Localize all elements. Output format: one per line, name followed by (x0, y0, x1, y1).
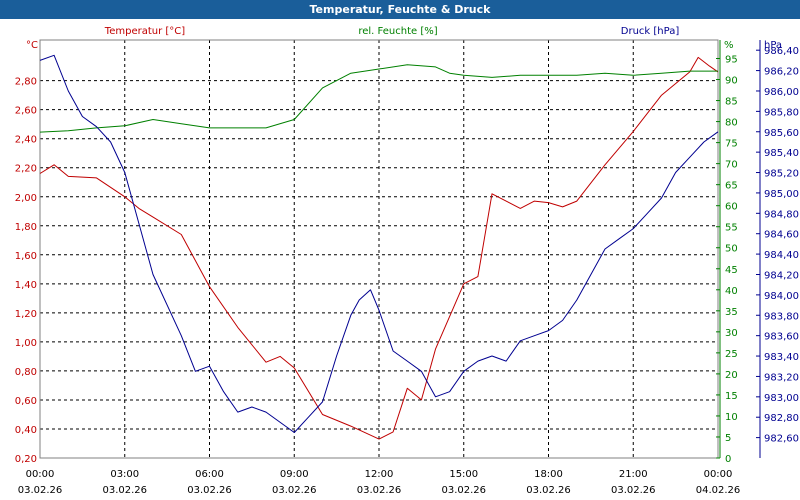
x-date-label: 03.02.26 (18, 485, 63, 496)
axes-group: 00:00 03.02.26 03:00 03.02.26 06:00 03.02.26 0… (15, 40, 799, 496)
pressure-tick-label: 984,20 (764, 270, 799, 281)
pressure-series-line (39, 54, 719, 433)
temperature-tick-label: 2,40 (15, 135, 37, 146)
humidity-tick-label: 0 (725, 454, 731, 465)
grid-lines (39, 40, 719, 459)
humidity-tick-label: 55 (725, 223, 738, 234)
pressure-tick-label: 985,80 (764, 107, 799, 118)
x-time-label: 12:00 (365, 469, 394, 480)
humidity-tick-label: 40 (725, 286, 738, 297)
pressure-tick-label: 985,00 (764, 189, 799, 200)
pressure-tick-label: 982,60 (764, 434, 799, 445)
humidity-tick-label: 65 (725, 181, 738, 192)
pressure-tick-label: 982,80 (764, 413, 799, 424)
temperature-axis-unit: °C (26, 40, 38, 51)
x-time-label: 00:00 (26, 469, 55, 480)
x-time-label: 03:00 (110, 469, 139, 480)
humidity-series-line (39, 64, 718, 133)
humidity-tick-label: 75 (725, 139, 738, 150)
temperature-tick-label: 0,40 (15, 425, 37, 436)
pressure-tick-label: 985,60 (764, 128, 799, 139)
pressure-tick-label: 983,20 (764, 372, 799, 383)
humidity-axis-unit: % (724, 40, 734, 51)
x-time-label: 06:00 (195, 469, 224, 480)
temperature-tick-label: 2,00 (15, 193, 37, 204)
temperature-tick-label: 0,20 (15, 454, 37, 465)
window-title: Temperatur, Feuchte & Druck (0, 0, 800, 19)
humidity-tick-label: 25 (725, 349, 738, 360)
temperature-tick-label: 1,60 (15, 251, 37, 262)
temperature-tick-label: 2,20 (15, 164, 37, 175)
temperature-tick-label: 0,80 (15, 367, 37, 378)
temperature-axis-title: Temperatur [°C] (104, 26, 185, 37)
humidity-tick-label: 5 (725, 433, 731, 444)
humidity-tick-label: 45 (725, 265, 738, 276)
pressure-tick-label: 983,00 (764, 393, 799, 404)
humidity-tick-label: 95 (725, 55, 738, 66)
humidity-tick-label: 10 (725, 412, 738, 423)
humidity-tick-label: 60 (725, 202, 738, 213)
humidity-axis-title: rel. Feuchte [%] (358, 26, 437, 37)
x-date-label: 03.02.26 (441, 485, 486, 496)
pressure-tick-label: 986,00 (764, 87, 799, 98)
pressure-tick-label: 985,20 (764, 169, 799, 180)
temperature-tick-label: 1,00 (15, 338, 37, 349)
humidity-tick-label: 35 (725, 307, 738, 318)
pressure-tick-label: 984,80 (764, 209, 799, 220)
x-time-label: 15:00 (449, 469, 478, 480)
temperature-tick-label: 1,80 (15, 222, 37, 233)
pressure-tick-label: 985,40 (764, 148, 799, 159)
pressure-axis-unit: hPa (764, 40, 782, 51)
pressure-tick-label: 986,40 (764, 46, 799, 57)
humidity-tick-label: 50 (725, 244, 738, 255)
pressure-tick-label: 983,40 (764, 352, 799, 363)
pressure-tick-label: 983,60 (764, 332, 799, 343)
humidity-tick-label: 30 (725, 328, 738, 339)
x-date-label: 03.02.26 (357, 485, 402, 496)
series-group (39, 54, 719, 440)
temperature-tick-label: 2,60 (15, 106, 37, 117)
x-date-label: 04.02.26 (696, 485, 741, 496)
plot-area-border (39, 39, 719, 459)
humidity-tick-label: 90 (725, 76, 738, 87)
temperature-tick-label: 1,40 (15, 280, 37, 291)
temperature-series-line (39, 56, 719, 440)
x-time-label: 21:00 (619, 469, 648, 480)
x-time-label: 18:00 (534, 469, 563, 480)
pressure-tick-label: 983,80 (764, 311, 799, 322)
humidity-tick-label: 80 (725, 118, 738, 129)
x-date-label: 03.02.26 (611, 485, 656, 496)
temperature-tick-label: 2,80 (15, 77, 37, 88)
temperature-tick-label: 0,60 (15, 396, 37, 407)
pressure-tick-label: 984,40 (764, 250, 799, 261)
humidity-tick-label: 85 (725, 97, 738, 108)
x-date-label: 03.02.26 (102, 485, 147, 496)
pressure-axis-title: Druck [hPa] (621, 26, 680, 37)
x-time-label: 09:00 (280, 469, 309, 480)
temperature-tick-label: 1,20 (15, 309, 37, 320)
humidity-tick-label: 15 (725, 391, 738, 402)
pressure-tick-label: 986,20 (764, 67, 799, 78)
chart: 00:00 03.02.26 03:00 03.02.26 06:00 03.02.26 0… (15, 26, 799, 496)
pressure-tick-label: 984,60 (764, 230, 799, 241)
x-date-label: 03.02.26 (526, 485, 571, 496)
x-date-label: 03.02.26 (272, 485, 317, 496)
pressure-tick-label: 984,00 (764, 291, 799, 302)
x-date-label: 03.02.26 (187, 485, 232, 496)
x-time-label: 00:00 (704, 469, 733, 480)
humidity-tick-label: 70 (725, 160, 738, 171)
humidity-tick-label: 20 (725, 370, 738, 381)
